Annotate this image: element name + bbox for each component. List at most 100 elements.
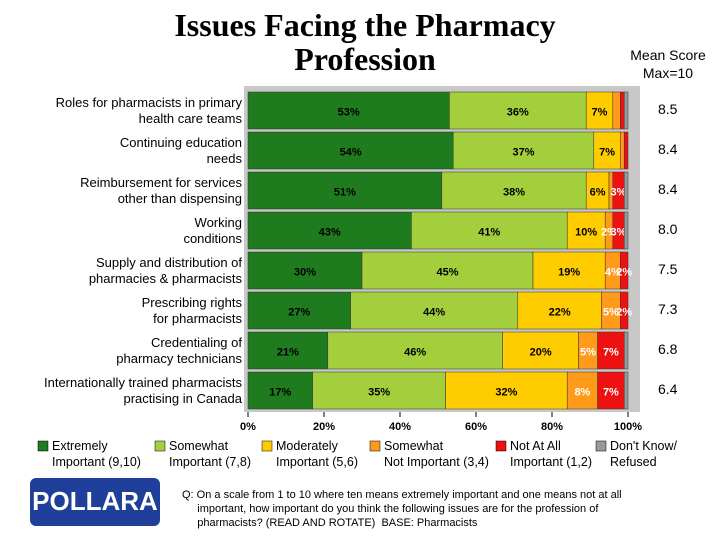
value-label: 32%	[495, 386, 517, 398]
mean-score: 7.3	[658, 301, 678, 317]
bar-segment	[247, 131, 454, 170]
value-label: 30%	[294, 266, 316, 278]
value-label: 19%	[558, 266, 580, 278]
legend-swatch	[495, 440, 507, 452]
bar-segment	[620, 91, 625, 130]
bar-segment	[612, 91, 621, 130]
x-tick-label: 0%	[240, 421, 256, 433]
value-label: 46%	[404, 346, 426, 358]
bar-segment	[620, 291, 629, 330]
value-label: 20%	[530, 346, 552, 358]
category-label: Credentialing of pharmacy technicians	[116, 334, 242, 366]
legend-swatch	[595, 440, 607, 452]
category-label: Internationally trained pharmacists prac…	[44, 374, 242, 406]
bar-segment	[623, 371, 629, 410]
x-tick-label: 80%	[541, 421, 563, 433]
value-label: 3%	[611, 186, 627, 198]
value-label: 6%	[590, 186, 606, 198]
value-label: 43%	[319, 226, 341, 238]
category-label: Prescribing rights for pharmacists	[141, 294, 242, 326]
value-label: 54%	[340, 146, 362, 158]
value-label: 7%	[603, 346, 619, 358]
bar-segment	[312, 371, 446, 410]
x-tick-label: 60%	[465, 421, 487, 433]
x-tick-label: 40%	[389, 421, 411, 433]
bar-segment	[247, 251, 363, 290]
mean-score: 6.4	[658, 381, 678, 397]
value-label: 22%	[549, 306, 571, 318]
legend-label: Don't Know/ Refused	[610, 439, 678, 469]
value-label: 53%	[338, 106, 360, 118]
bar-segment	[620, 251, 629, 290]
category-label: Reimbursement for services other than di…	[80, 174, 242, 206]
value-label: 4%	[605, 266, 621, 278]
mean-score: 7.5	[658, 261, 678, 277]
value-label: 7%	[603, 386, 619, 398]
bar-segment	[411, 211, 568, 250]
bar-segment	[623, 331, 629, 370]
bar-segment	[247, 91, 450, 130]
value-label: 38%	[503, 186, 525, 198]
legend-label: Moderately Important (5,6)	[276, 439, 358, 469]
legend-label: Somewhat Not Important (3,4)	[384, 439, 489, 469]
value-label: 51%	[334, 186, 356, 198]
bar-segment	[247, 211, 412, 250]
legend-swatch	[261, 440, 273, 452]
bar-segment	[449, 91, 587, 130]
value-label: 35%	[368, 386, 390, 398]
legend-label: Extremely Important (9,10)	[52, 439, 141, 469]
bar-segment	[327, 331, 503, 370]
bar-segment	[597, 371, 625, 410]
category-label: Supply and distribution of pharmacies & …	[88, 254, 242, 286]
value-label: 41%	[478, 226, 500, 238]
bar-segment	[623, 131, 629, 170]
bar-segment	[517, 291, 602, 330]
category-label: Roles for pharmacists in primary health …	[55, 94, 242, 126]
bar-segment	[502, 331, 579, 370]
bar-segment	[247, 291, 351, 330]
value-label: 5%	[580, 346, 596, 358]
value-label: 44%	[423, 306, 445, 318]
mean-score: 6.8	[658, 341, 678, 357]
bar-segment	[623, 211, 629, 250]
bar-segment	[532, 251, 606, 290]
value-label: 45%	[436, 266, 458, 278]
legend-swatch	[154, 440, 166, 452]
x-tick-label: 100%	[614, 421, 642, 433]
value-label: 3%	[611, 226, 627, 238]
value-label: 21%	[277, 346, 299, 358]
legend-swatch	[37, 440, 49, 452]
value-label: 7%	[599, 146, 615, 158]
bar-segment	[452, 131, 595, 170]
value-label: 2%	[616, 266, 632, 278]
bar-segment	[623, 171, 629, 210]
chart-title: Issues Facing the Pharmacy Profession	[174, 7, 556, 77]
bar-segment	[247, 371, 313, 410]
bar-segment	[441, 171, 587, 210]
bar-segment	[566, 371, 598, 410]
value-label: 2%	[616, 306, 632, 318]
legend-label: Not At All Important (1,2)	[510, 439, 592, 469]
legend-label: Somewhat Important (7,8)	[169, 439, 251, 469]
mean-score-header: Mean Score Max=10	[630, 47, 706, 81]
bar-segment	[585, 91, 614, 130]
logo-box	[30, 478, 160, 526]
value-label: 5%	[603, 306, 619, 318]
logo: POLLARA	[32, 486, 158, 516]
category-label: Continuing education needs	[119, 134, 242, 166]
value-label: 17%	[269, 386, 291, 398]
value-label: 37%	[512, 146, 534, 158]
bar-segment	[623, 91, 629, 130]
bar-segment	[593, 131, 621, 170]
mean-score: 8.4	[658, 141, 678, 157]
value-label: 8%	[574, 386, 590, 398]
bar-segment	[597, 331, 625, 370]
value-label: 10%	[575, 226, 597, 238]
value-label: 36%	[507, 106, 529, 118]
bar-segment	[247, 331, 329, 370]
legend-swatch	[369, 440, 381, 452]
bar-segment	[620, 131, 625, 170]
x-tick-label: 20%	[313, 421, 335, 433]
